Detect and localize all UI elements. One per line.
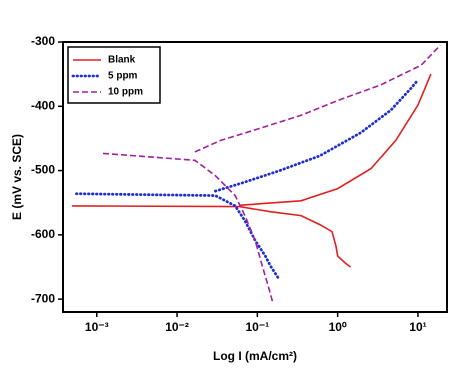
y-tick-label: -700 bbox=[31, 291, 55, 305]
y-axis-label: E (mV vs. SCE) bbox=[10, 134, 24, 220]
y-tick-label: -500 bbox=[31, 163, 55, 177]
legend-label: 5 ppm bbox=[108, 71, 138, 82]
x-tick-label: 10⁻² bbox=[165, 320, 189, 334]
legend-box bbox=[67, 46, 161, 104]
x-tick-label: 10⁰ bbox=[329, 320, 347, 334]
y-tick-label: -300 bbox=[31, 34, 55, 48]
x-tick-label: 10⁻³ bbox=[85, 320, 109, 334]
legend-label: Blank bbox=[108, 55, 136, 66]
plot-frame bbox=[62, 41, 448, 313]
series-line bbox=[73, 78, 420, 279]
x-axis-label: Log I (mA/cm²) bbox=[213, 349, 297, 363]
x-tick-label: 10¹ bbox=[409, 320, 426, 334]
legend-label: 10 ppm bbox=[108, 87, 143, 98]
series-line bbox=[71, 73, 432, 268]
y-tick-label: -400 bbox=[31, 98, 55, 112]
series-line bbox=[100, 44, 441, 302]
x-tick-label: 10⁻¹ bbox=[246, 320, 270, 334]
y-tick-label: -600 bbox=[31, 227, 55, 241]
